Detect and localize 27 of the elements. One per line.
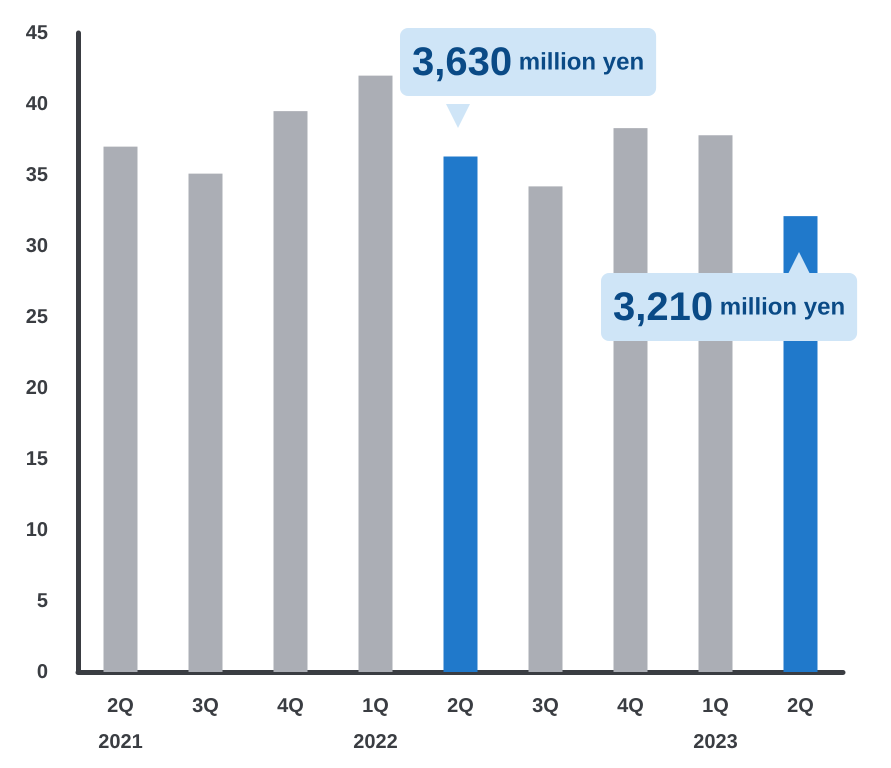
y-tick-label: 15	[26, 448, 48, 470]
y-tick-label: 20	[26, 377, 48, 399]
x-tick-label: 1Q 2022	[353, 695, 398, 753]
x-tick-label: 4Q	[617, 695, 644, 717]
annotation: 3,210 million yen	[613, 285, 846, 329]
x-tick-label: 2Q	[447, 695, 474, 717]
x-tick-label: 2Q	[787, 695, 814, 717]
bar	[274, 111, 308, 672]
y-tick-label: 40	[26, 93, 48, 115]
y-tick-label: 25	[26, 306, 48, 328]
x-tick-label: 3Q	[532, 695, 559, 717]
bar	[528, 186, 562, 672]
bar	[188, 174, 222, 672]
annotation: 3,630 million yen	[412, 40, 644, 84]
bar	[358, 76, 392, 672]
y-tick-label: 10	[26, 519, 48, 541]
bar	[444, 156, 478, 672]
y-tick-label: 0	[36, 661, 48, 683]
x-tick-label: 4Q	[277, 695, 304, 717]
y-tick-label: 35	[26, 164, 48, 186]
y-tick-label: 45	[26, 22, 48, 44]
y-tick-label: 5	[36, 590, 48, 612]
x-tick-label: 2Q 2021	[98, 695, 143, 753]
bar	[104, 146, 138, 672]
y-tick-label: 30	[26, 235, 48, 257]
x-tick-label: 3Q	[192, 695, 219, 717]
x-tick-label: 1Q 2023	[693, 695, 738, 753]
